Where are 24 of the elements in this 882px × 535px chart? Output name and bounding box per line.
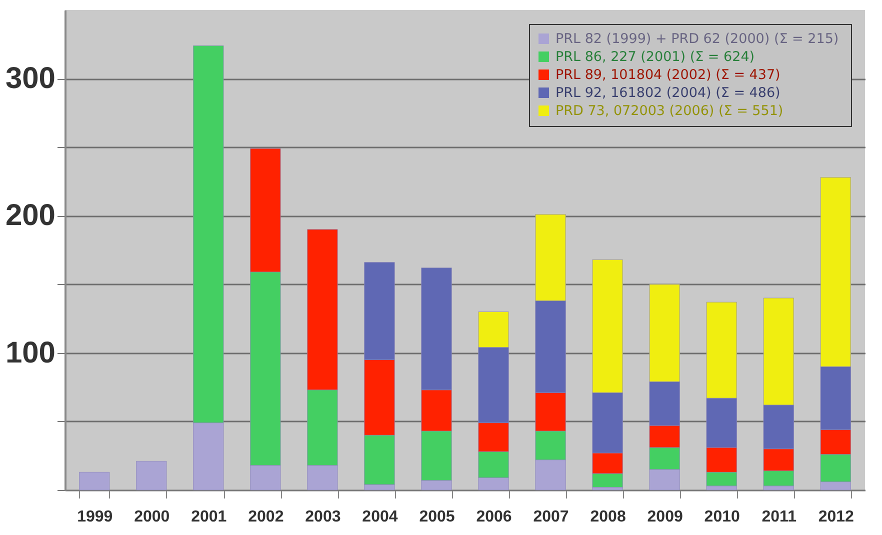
bar: [79, 472, 110, 490]
y-tick-label: 100: [5, 336, 56, 370]
y-tick-label: 200: [5, 199, 56, 232]
x-tick-label: 2006: [476, 508, 512, 526]
x-tick-label: 2012: [818, 508, 854, 526]
x-tick-label: 2004: [362, 508, 398, 526]
legend-label: PRL 86, 227 (2001) (Σ = 624): [556, 48, 755, 65]
x-tick-label: 1999: [77, 508, 113, 526]
x-tick-label: 2011: [762, 508, 797, 526]
x-tick-label: 2010: [704, 508, 740, 526]
x-tick-label: 2003: [305, 508, 341, 526]
x-tick-label: 2001: [191, 508, 227, 526]
x-tick-label: 2002: [248, 508, 284, 526]
x-tick-label: 2009: [647, 508, 683, 526]
bar: [136, 461, 167, 490]
x-tick-label: 2000: [134, 508, 170, 526]
legend-label: PRL 89, 101804 (2002) (Σ = 437): [556, 66, 780, 83]
legend-label: PRL 82 (1999) + PRD 62 (2000) (Σ = 215): [556, 30, 839, 47]
legend-label: PRD 73, 072003 (2006) (Σ = 551): [556, 102, 784, 119]
legend-label: PRL 92, 161802 (2004) (Σ = 486): [556, 84, 780, 101]
x-tick-label: 2007: [533, 508, 569, 526]
y-tick-label: 300: [5, 62, 56, 96]
x-tick-label: 2005: [419, 508, 455, 526]
x-tick-label: 2008: [590, 508, 626, 526]
